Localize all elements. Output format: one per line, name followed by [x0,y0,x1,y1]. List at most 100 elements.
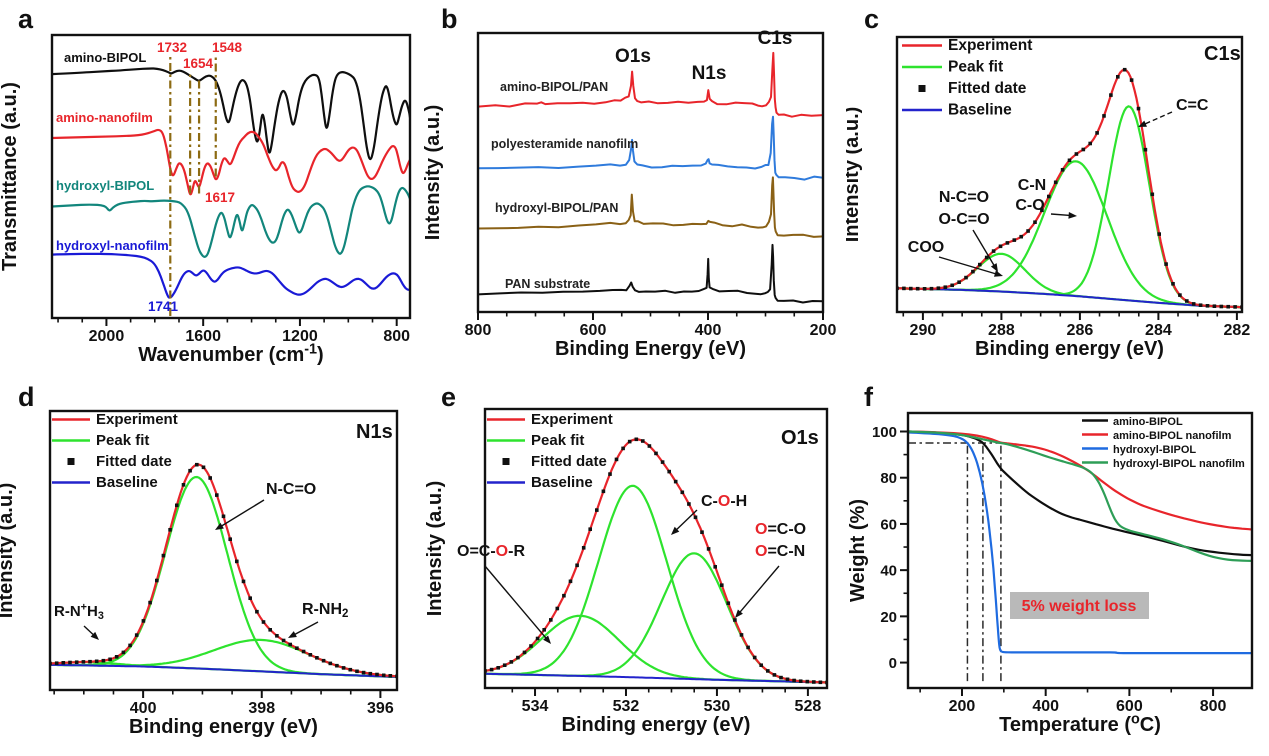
fitted-data-dot [1116,75,1120,79]
baseline-curve [485,672,827,684]
y-tick-label: 100 [872,424,897,441]
annotation-o-c-o-r: O=C-O-R [457,543,525,560]
x-tick-label: 200 [949,698,976,715]
x-tick-label: 400 [695,322,722,339]
fitted-data-dot [647,444,652,448]
annotation-1548: 1548 [212,40,243,55]
fitted-data-dot [341,666,346,670]
fitted-data-dot [1005,241,1010,245]
fitted-data-dot [1143,147,1148,152]
panel-f-letter: f [864,382,873,412]
panel-title-o1s: O1s [781,427,819,449]
fitted-data-dot [88,659,92,664]
annotation-arrow-line [972,229,996,267]
fitted-data-dot [779,675,783,680]
baseline-curve [49,663,398,678]
annotation-o-c-n: O=C-N [755,543,805,560]
fitted-data-dot [984,255,989,260]
x-axis-label: Binding energy (eV) [129,716,318,738]
fitted-data-dot [792,678,796,683]
legend-label-amino-bipol-nanofilm: amino-BIPOL nanofilm [1113,430,1232,442]
annotation-amino-bipol: amino-BIPOL [64,50,146,65]
annotation-arrow-head [990,263,998,272]
fitted-data-dot [909,286,913,291]
fitted-data-dot [549,618,553,622]
annotation-arrow-line [1050,213,1071,217]
annotation-arrow-line [938,256,997,275]
plot-border [895,35,1244,314]
y-axis-label: Intensity (a.u.) [846,107,863,243]
fitted-data-dot [502,663,507,667]
fitted-data-dot [964,275,968,280]
fitted-data-dot [621,446,625,451]
fitted-data-dot [581,546,586,550]
x-tick-label: 1200 [282,328,318,345]
fitted-data-dot [733,618,737,622]
annotation-hydroxyl-bipol-pan: hydroxyl-BIPOL/PAN [495,201,618,215]
x-tick-label: 800 [383,328,410,345]
fitted-data-dot [634,437,639,442]
fitted-data-dot [1033,220,1037,224]
peak-fit-n-c-o-o-c-o-coo [897,252,1242,309]
fitted-data-dot [1053,180,1058,185]
peak-fit-c-n-c-o [897,160,1242,309]
fitted-data-dot [355,669,359,674]
legend: Experiment Peak fit Fitted date Baseline [52,411,178,491]
fitted-data-dot [766,669,770,673]
annotation-r-nh2: R-NH2 [302,601,348,620]
fitted-data-dot [575,563,579,568]
fitted-data-dot [201,465,206,470]
x-axis-label: Temperature (oC) [999,711,1161,736]
fitted-data-dot [188,468,192,473]
panel-title-c1s: C1s [1204,43,1241,65]
fitted-data-dot [215,493,219,497]
fitted-data-dot [641,439,645,443]
fitted-data-dot [915,286,920,291]
x-tick-label: 600 [580,322,607,339]
annotation-1732: 1732 [157,40,187,55]
fitted-data-dot [1191,302,1196,306]
curve-amino-nanofilm [51,128,411,196]
legend-label-amino-bipol: amino-BIPOL [1113,416,1183,428]
annotation-box [1010,592,1149,619]
fitted-data-dot [248,596,252,600]
fitted-data-dot [141,619,146,623]
x-tick-label: 1600 [185,328,221,345]
x-tick-label: 534 [522,698,549,715]
panel-f: 200 400 600 800 0 20 40 60 80 100 Temperature (oC)… [847,411,1254,736]
panel-f-cell: f 200 400 600 800 0 20 40 60 80 100 Temperature (o… [846,378,1269,756]
fitted-data-dot [673,479,678,484]
fitted-data-dot [348,667,353,672]
curve-amino-bipol [907,430,1253,557]
fitted-data-dot [700,530,704,534]
annotation-r-n-h3: R-N+H3 [54,601,104,622]
fitted-data-dot [667,469,671,474]
panel-a-cell: a 2000 1600 1200 800 Wavenumber (cm-1) Transm… [0,0,423,378]
annotation-arrow-line [83,625,95,636]
fitted-data-dot [627,439,632,444]
fitted-data-dot [516,655,520,660]
panel-b-letter: b [441,4,458,34]
fitted-data-dot [94,659,99,664]
annotation-polyesteramide-nanofilm: polyesteramide nanofilm [491,137,638,151]
curve-amino-bipol-pan [477,51,824,118]
x-tick-label: 282 [1224,322,1251,339]
fitted-data-dot [522,650,527,655]
fitted-data-dot [155,578,159,583]
fitted-data-dot [308,653,313,657]
legend-label-baseline: Baseline [948,102,1012,119]
fitted-data-dot [134,633,139,637]
fitted-data-dot [1233,305,1237,309]
annotation-1617: 1617 [205,190,235,205]
annotation-arrow-head [288,631,297,638]
annotation-arrow-line [738,565,780,614]
y-axis-label: Intensity (a.u.) [0,483,17,619]
x-tick-label: 800 [465,322,492,339]
fitted-data-dot [295,646,299,650]
panel-d-letter: d [18,382,35,412]
fitted-data-dot [388,674,393,678]
legend-label-fitted-date: Fitted date [948,80,1027,97]
fitted-data-dot [268,628,272,632]
fitted-data-dot [957,280,961,284]
fitted-data-dot [902,286,906,291]
